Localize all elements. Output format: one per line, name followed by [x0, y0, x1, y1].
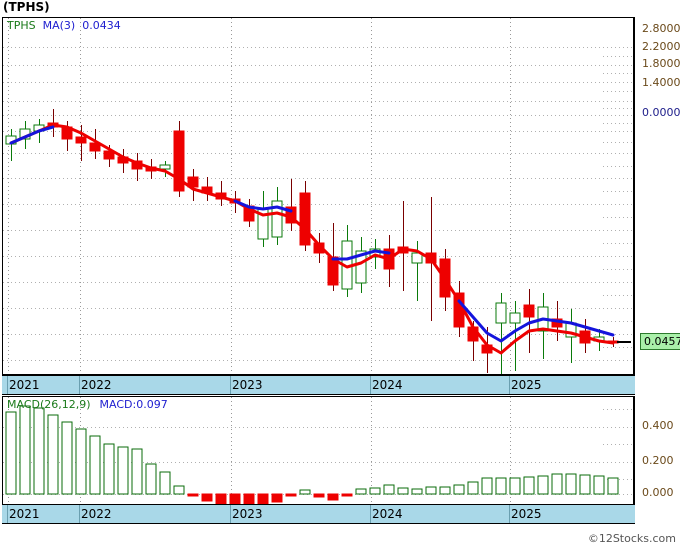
price-candlestick-svg	[3, 18, 633, 374]
page-title: (TPHS)	[3, 0, 50, 14]
price-y-label: 2.8000	[642, 22, 680, 35]
price-panel: TPHS MA(3) 0.0434 2.8000 2.2000 1.8000 1.4000…	[2, 17, 680, 375]
macd-legend: MACD(26,12,9) MACD:0.097	[7, 398, 168, 411]
x-axis-label: 2021	[9, 507, 40, 521]
x-axis-tick	[79, 505, 80, 523]
x-axis-tick	[230, 505, 231, 523]
copyright-notice: ©12Stocks.com	[587, 532, 676, 545]
x-axis-label: 2024	[372, 507, 403, 521]
x-axis-label: 2025	[511, 507, 542, 521]
macd-histogram-svg	[3, 397, 633, 504]
x-axis-tick	[370, 505, 371, 523]
macd-y-label: 0.000	[642, 486, 674, 499]
x-axis-tick	[509, 505, 510, 523]
x-axis-tick	[230, 376, 231, 394]
macd-y-label: 0.400	[642, 419, 674, 432]
macd-legend-value: MACD:0.097	[99, 398, 168, 411]
x-axis-tick	[370, 376, 371, 394]
x-axis-tick	[7, 505, 8, 523]
price-legend: TPHS MA(3) 0.0434	[7, 19, 121, 32]
x-axis-tick	[7, 376, 8, 394]
x-axis-label: 2022	[81, 507, 112, 521]
price-y-label: 1.4000	[642, 76, 680, 89]
x-axis-label: 2024	[372, 378, 403, 392]
last-price-badge: 0.0457	[640, 333, 680, 350]
macd-panel: MACD(26,12,9) MACD:0.097 0.400 0.200 0.000	[2, 396, 678, 504]
x-axis-label: 2022	[81, 378, 112, 392]
legend-ma-value: 0.0434	[82, 19, 121, 32]
x-axis-label: 2023	[232, 378, 263, 392]
price-y-label: 1.8000	[642, 57, 680, 70]
x-axis-label: 2023	[232, 507, 263, 521]
price-plot-area[interactable]: TPHS MA(3) 0.0434	[2, 17, 635, 375]
legend-symbol: TPHS	[7, 19, 36, 32]
price-x-axis-band: 2021 2022 2023 2024 2025	[2, 375, 635, 395]
macd-plot-area[interactable]: MACD(26,12,9) MACD:0.097	[2, 396, 635, 504]
macd-y-label: 0.200	[642, 454, 674, 467]
macd-x-axis-band: 2021 2022 2023 2024 2025	[2, 504, 635, 524]
x-axis-label: 2021	[9, 378, 40, 392]
x-axis-tick	[79, 376, 80, 394]
price-y-label: 0.0000	[642, 106, 680, 119]
x-axis-label: 2025	[511, 378, 542, 392]
macd-legend-name: MACD(26,12,9)	[7, 398, 91, 411]
price-y-label: 2.2000	[642, 40, 680, 53]
legend-ma-label: MA(3)	[42, 19, 76, 32]
x-axis-tick	[509, 376, 510, 394]
